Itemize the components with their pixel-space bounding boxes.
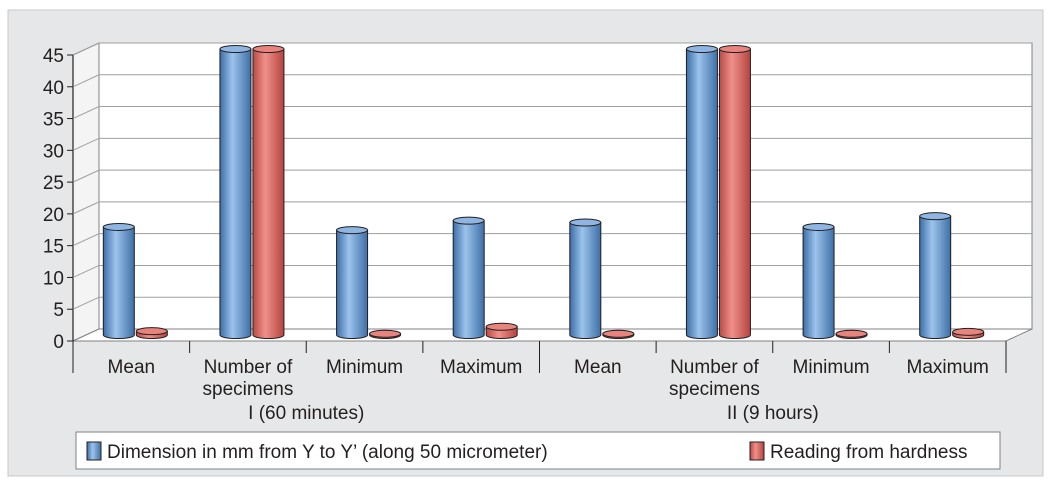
x-category-label: Minimum [793, 357, 870, 378]
y-tick-label: 25 [43, 173, 64, 194]
bar-series2 [952, 327, 985, 339]
bar-series1 [102, 222, 135, 339]
x-category-label: Minimum [326, 357, 403, 378]
bar-series1-top [569, 218, 602, 227]
x-category-label: Number of specimens [203, 357, 294, 400]
bar-series1-top [102, 222, 135, 231]
bar-series2 [369, 329, 402, 339]
gridline [72, 42, 1032, 56]
y-tick-label: 45 [43, 46, 64, 67]
bar-series1-body [452, 220, 485, 339]
bar-series1-top [919, 212, 952, 221]
bar-series1-body [102, 226, 135, 339]
x-category-label-line: Maximum [440, 357, 522, 378]
bar-series2-top [252, 45, 285, 53]
bars-layer [102, 45, 985, 339]
plot-floor [72, 328, 1033, 342]
y-tick-label: 20 [43, 205, 64, 226]
y-tick-label: 0 [53, 332, 64, 353]
x-category-label: Mean [108, 357, 156, 378]
bar-series1-body [685, 48, 718, 339]
legend-label-series1: Dimension in mm from Y to Y’ (along 50 m… [107, 442, 548, 463]
y-tick-label: 5 [53, 300, 64, 321]
bar-series2-top [369, 329, 402, 338]
x-category-label-line: Minimum [326, 357, 403, 378]
legend-box [75, 431, 1001, 470]
legend-label-series2: Reading from hardness [770, 442, 968, 463]
bar-series2-body [718, 48, 751, 339]
bar-series1-body [569, 222, 602, 339]
bar-series2-top [718, 45, 751, 53]
plot-side-wall [72, 42, 100, 342]
x-category-label-line: Number of [670, 357, 759, 378]
x-category-label-line: Minimum [793, 357, 870, 378]
bar-series1 [919, 212, 952, 339]
bar-series2-top [952, 327, 985, 336]
bar-series1-body [802, 226, 835, 339]
x-category-label-line: Number of [204, 357, 293, 378]
x-category-label-line: specimens [203, 379, 294, 400]
y-tick-label: 15 [43, 237, 64, 258]
x-category-label-line: Mean [108, 357, 156, 378]
bar-series2 [602, 329, 635, 339]
frame-layer [7, 9, 1044, 477]
bar-series1 [452, 216, 485, 339]
y-tick-label: 10 [43, 268, 64, 289]
x-category-label-line: Maximum [907, 357, 989, 378]
x-category-label: Maximum [907, 357, 989, 378]
bar-series2 [135, 327, 168, 339]
legend-swatch-series1 [86, 441, 102, 461]
bar-series1 [569, 218, 602, 339]
bar-series1-body [219, 48, 252, 339]
bar-series2-top [135, 327, 168, 336]
y-tick-label: 30 [43, 141, 64, 162]
bar-series2-top [835, 329, 868, 338]
bar-series2-top [485, 322, 518, 331]
legend-layer: Dimension in mm from Y to Y’ (along 50 m… [75, 431, 1001, 470]
x-group-label: I (60 minutes) [248, 403, 364, 424]
bar-series2-top [602, 329, 635, 338]
y-tick-label: 40 [43, 78, 64, 99]
bar-series1-body [919, 215, 952, 339]
bar-series2 [485, 322, 518, 339]
bar-series2-body [252, 48, 285, 339]
bar-series1-top [685, 45, 718, 53]
bar-series1-body [336, 229, 369, 339]
x-group-label: II (9 hours) [727, 403, 819, 424]
x-category-label: Number of specimens [669, 357, 760, 400]
x-category-label-line: specimens [669, 379, 760, 400]
bar-series2 [835, 329, 868, 339]
bar-series2 [718, 45, 751, 339]
bar-series2 [252, 45, 285, 339]
x-category-label: Mean [574, 357, 622, 378]
bar-series1 [802, 222, 835, 339]
y-tick-label: 35 [43, 110, 64, 131]
bar-series1-top [219, 45, 252, 53]
x-category-label: Maximum [440, 357, 522, 378]
bar-series1-top [452, 216, 485, 225]
legend-swatch-series2 [749, 441, 765, 461]
bar-series1-top [802, 222, 835, 231]
bar-series1 [336, 226, 369, 339]
bar-series1 [219, 45, 252, 339]
x-category-label-line: Mean [574, 357, 622, 378]
bar-series1-top [336, 226, 369, 235]
bar-series1 [685, 45, 718, 339]
